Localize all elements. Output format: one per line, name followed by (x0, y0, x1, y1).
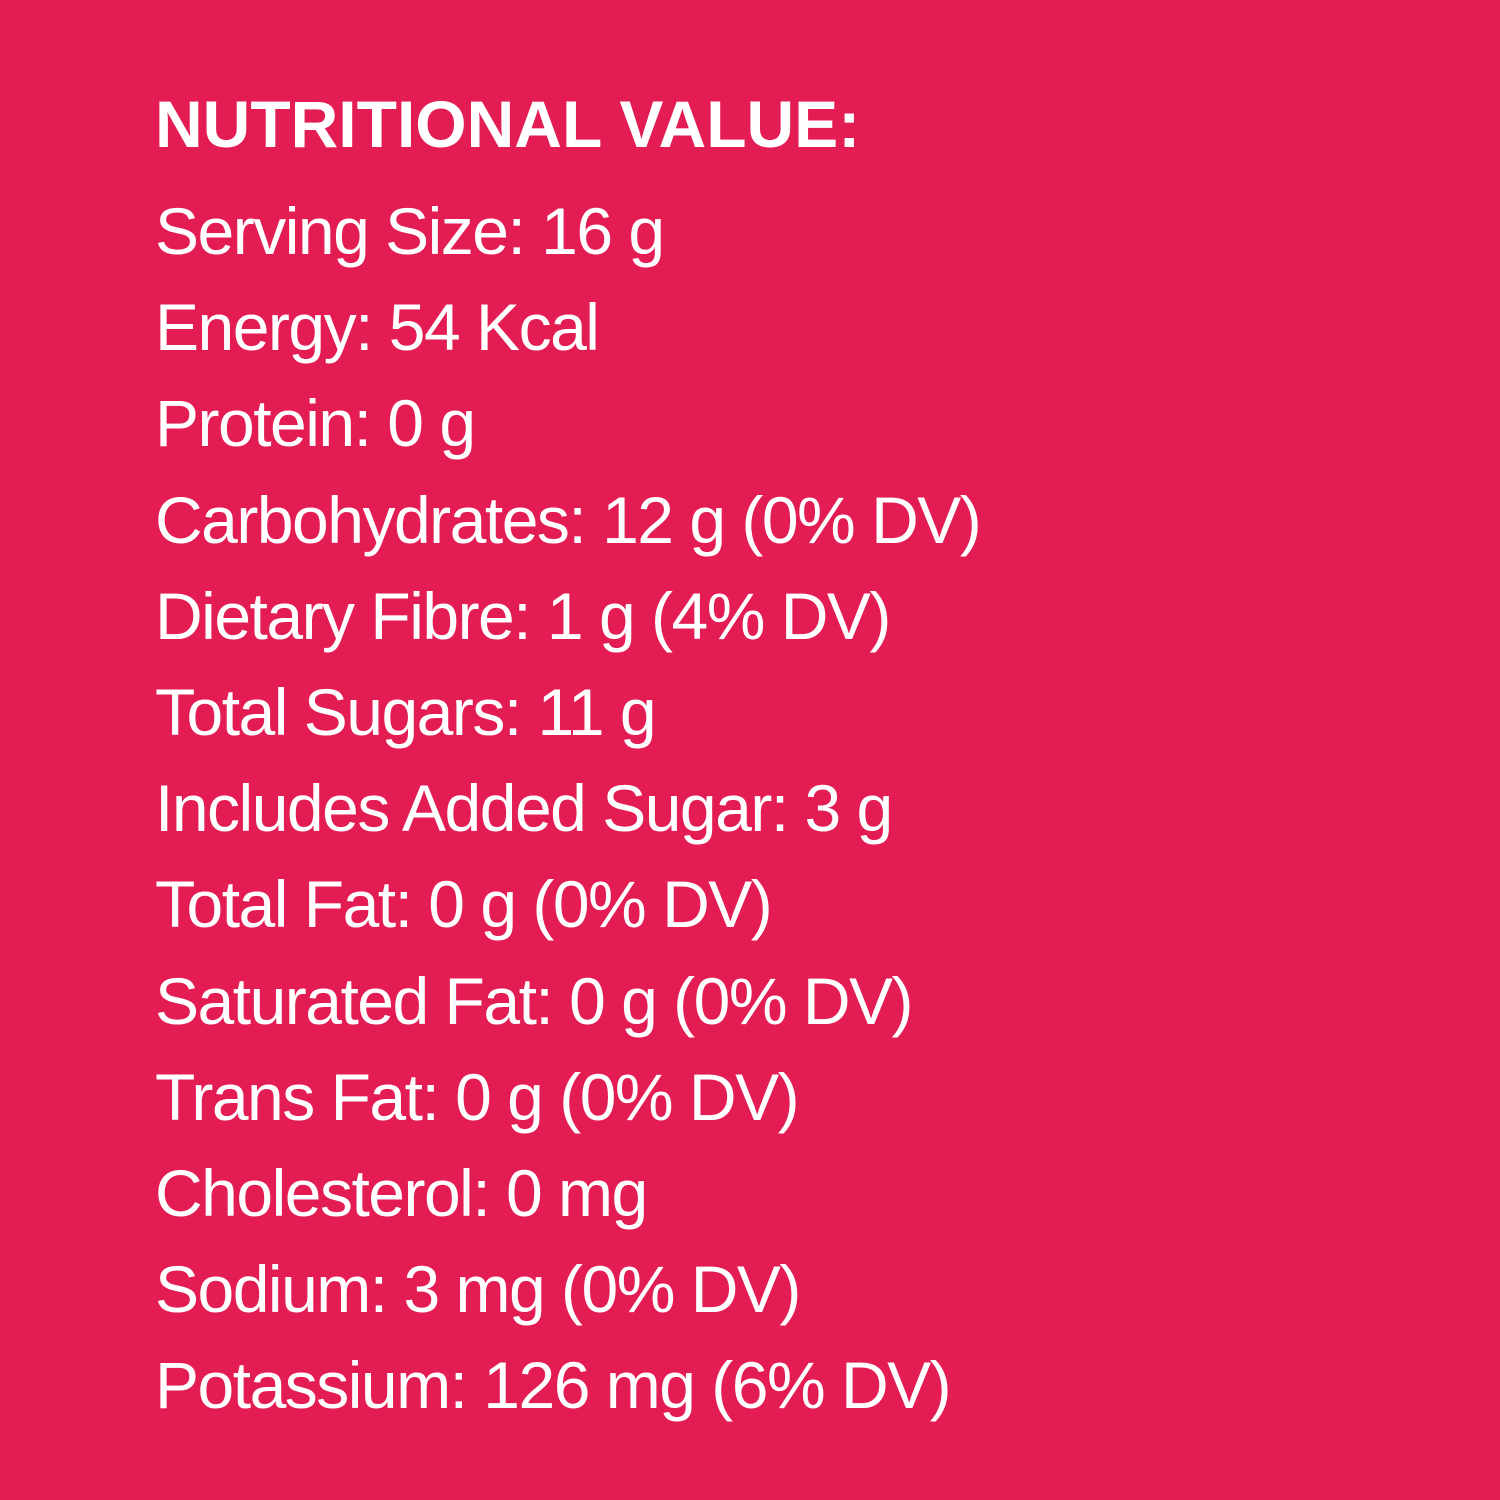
nutrition-item-trans-fat: Trans Fat: 0 g (0% DV) (155, 1059, 800, 1134)
nutrition-item-sodium: Sodium: 3 mg (0% DV) (155, 1252, 801, 1327)
nutrition-item-saturated-fat: Saturated Fat: 0 g (0% DV) (155, 963, 914, 1038)
nutrition-item-cholesterol: Cholesterol: 0 mg (155, 1155, 648, 1230)
nutrition-item-serving-size: Serving Size: 16 g (155, 194, 665, 268)
nutrition-item-total-sugars: Total Sugars: 11 g (155, 674, 657, 749)
nutrition-title: NUTRITIONAL VALUE: (155, 87, 861, 161)
nutrition-item-carbohydrates: Carbohydrates: 12 g (0% DV) (155, 482, 982, 557)
nutrition-list: Serving Size: 16 g Energy: 54 Kcal Prote… (155, 183, 982, 1433)
nutrition-item-added-sugar: Includes Added Sugar: 3 g (155, 771, 893, 846)
nutrition-item-protein: Protein: 0 g (155, 386, 476, 461)
nutrition-item-dietary-fibre: Dietary Fibre: 1 g (4% DV) (155, 578, 891, 653)
nutrition-item-potassium: Potassium: 126 mg (6% DV) (155, 1348, 952, 1423)
nutrition-item-total-fat: Total Fat: 0 g (0% DV) (155, 867, 773, 942)
nutrition-item-energy: Energy: 54 Kcal (155, 290, 600, 365)
